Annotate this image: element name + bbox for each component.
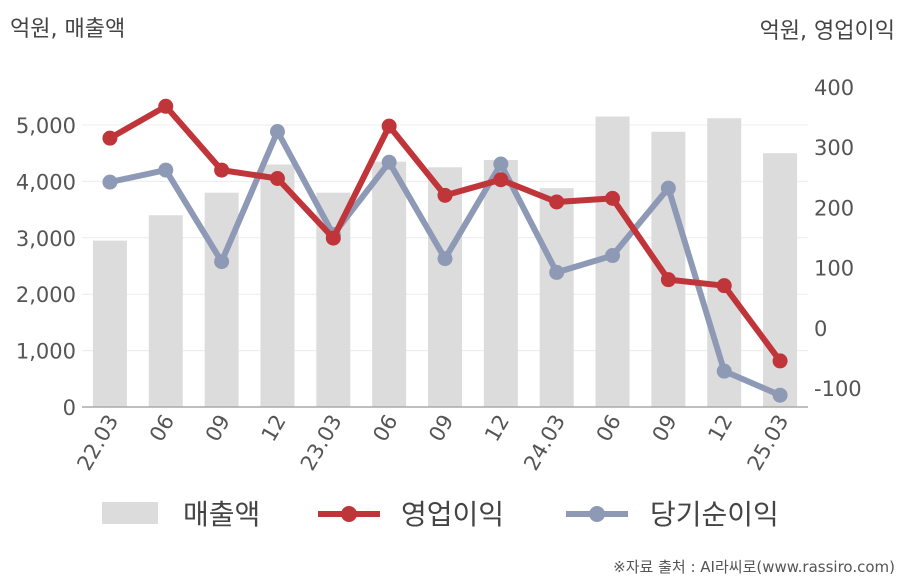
operating-profit-point xyxy=(437,187,453,203)
net-income-point xyxy=(716,363,732,379)
revenue-bar xyxy=(483,159,518,407)
left-axis-ticks: 0 1,000 2,000 3,000 4,000 5,000 xyxy=(16,114,76,420)
net-income-point xyxy=(158,162,174,178)
net-income-point xyxy=(102,174,118,190)
revenue-bar xyxy=(763,153,798,407)
operating-profit-point xyxy=(660,272,676,288)
left-tick-label: 4,000 xyxy=(16,170,76,194)
operating-profit-point xyxy=(381,118,397,134)
left-tick-label: 0 xyxy=(63,396,76,420)
right-axis-ticks: -100 0 100 200 300 400 xyxy=(814,76,862,401)
right-tick-label: 200 xyxy=(814,196,854,220)
right-tick-label: 100 xyxy=(814,257,854,281)
right-tick-label: 400 xyxy=(814,76,854,100)
left-axis-unit-label: 억원, 매출액 xyxy=(10,17,125,42)
right-axis-unit-label: 억원, 영업이익 xyxy=(760,19,895,44)
left-tick-label: 1,000 xyxy=(16,340,76,364)
revenue-bar xyxy=(204,192,239,407)
revenue-bar xyxy=(148,215,183,407)
x-tick-label: 24.03 xyxy=(519,411,570,475)
operating-profit-point xyxy=(214,162,230,178)
operating-profit-point xyxy=(158,98,174,114)
net-income-point xyxy=(772,387,788,403)
revenue-bar xyxy=(260,164,295,407)
right-tick-label: 300 xyxy=(814,136,854,160)
legend-label-operating-profit: 영업이익 xyxy=(401,498,504,531)
right-tick-label: -100 xyxy=(814,377,862,401)
net-income-point xyxy=(214,254,230,270)
x-tick-label: 09 xyxy=(424,411,458,446)
revenue-bar xyxy=(539,188,574,407)
x-tick-label: 06 xyxy=(592,411,626,446)
legend-marker-operating-profit xyxy=(341,506,357,522)
x-tick-label: 22.03 xyxy=(72,411,123,475)
operating-profit-point xyxy=(102,130,118,146)
operating-profit-point xyxy=(716,278,732,294)
profit-lines xyxy=(102,98,788,403)
x-tick-label: 23.03 xyxy=(296,411,347,475)
left-tick-label: 2,000 xyxy=(16,283,76,307)
right-tick-label: 0 xyxy=(814,317,827,341)
operating-profit-point xyxy=(549,194,565,210)
net-income-point xyxy=(493,156,509,172)
x-tick-label: 09 xyxy=(201,411,235,446)
operating-profit-point xyxy=(493,172,509,188)
revenue-bar xyxy=(372,161,407,407)
left-tick-label: 3,000 xyxy=(16,227,76,251)
legend: 매출액 영업이익 당기순이익 xyxy=(102,498,779,531)
net-income-point xyxy=(660,180,676,196)
x-tick-label: 12 xyxy=(480,411,514,446)
revenue-bar xyxy=(707,118,742,408)
operating-profit-point xyxy=(772,353,788,369)
net-income-point xyxy=(605,248,621,264)
source-text: ※자료 출처 : AI라씨로(www.rassiro.com) xyxy=(613,558,895,576)
net-income-point xyxy=(437,251,453,267)
revenue-bar xyxy=(428,167,462,407)
revenue-bar xyxy=(651,131,686,407)
x-axis-ticks: 22.03 06 09 12 23.03 06 09 12 24.03 06 09 12 25.03 xyxy=(72,411,793,475)
left-tick-label: 5,000 xyxy=(16,114,76,138)
x-tick-label: 06 xyxy=(145,411,179,446)
operating-profit-point xyxy=(269,171,285,187)
net-income-point xyxy=(269,124,285,140)
operating-profit-point xyxy=(605,190,621,206)
operating-profit-point xyxy=(325,230,341,246)
net-income-point xyxy=(381,154,397,170)
legend-label-net-income: 당기순이익 xyxy=(650,498,779,531)
x-tick-label: 12 xyxy=(257,411,291,446)
net-income-point xyxy=(549,264,565,280)
legend-swatch-revenue xyxy=(102,502,158,524)
x-tick-label: 09 xyxy=(648,411,682,446)
x-tick-label: 06 xyxy=(368,411,402,446)
revenue-bar xyxy=(92,240,127,407)
revenue-bars xyxy=(92,116,798,408)
x-tick-label: 25.03 xyxy=(743,411,794,475)
x-tick-label: 12 xyxy=(703,411,737,446)
legend-marker-net-income xyxy=(589,506,605,522)
legend-label-revenue: 매출액 xyxy=(183,498,260,531)
